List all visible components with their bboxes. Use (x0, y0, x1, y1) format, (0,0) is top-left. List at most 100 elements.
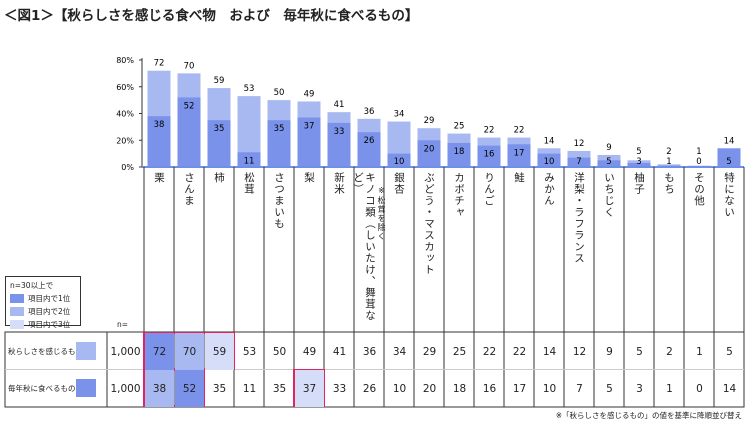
data-label-series2: 33 (334, 127, 345, 137)
table-cell: 33 (332, 382, 347, 395)
data-label-series2: 0 (696, 157, 701, 167)
category-label: 特にない (714, 172, 744, 218)
bar-series2 (417, 140, 441, 167)
category-text: 特にない (723, 172, 735, 218)
bar-series2 (357, 132, 381, 167)
legend-label: 項目内で1位 (28, 294, 71, 303)
legend-item-rank1: 項目内で1位 (10, 293, 76, 304)
legend-title: n=30以上で (10, 281, 54, 290)
category-label: 梨 (294, 172, 324, 184)
table-cell: 35 (272, 382, 287, 395)
row-label-series1: 秋らしさを感じるもの (8, 347, 83, 356)
table-cell: 49 (302, 345, 317, 358)
legend-swatch (10, 294, 24, 303)
table-cell: 9 (606, 345, 613, 358)
category-label: 鮭 (504, 172, 534, 184)
legend-label: 項目内で3位 (28, 320, 71, 329)
data-label-series2: 1 (666, 157, 671, 167)
table-cell: 3 (636, 382, 643, 395)
category-text: さんま (183, 172, 195, 207)
table-cell: 14 (722, 382, 737, 395)
table-cell: 29 (422, 345, 437, 358)
data-label-series1: 12 (574, 139, 585, 149)
table-cell: 1 (696, 345, 703, 358)
category-text: 柚子 (633, 172, 645, 195)
data-label-series2: 26 (364, 136, 375, 146)
data-label-series2: 14 (724, 136, 735, 146)
data-label-series2: 20 (424, 144, 435, 154)
data-label-series1: 1 (696, 147, 701, 157)
table-cell: 50 (272, 345, 287, 358)
category-text: 鮭 (513, 172, 525, 184)
data-label-series2: 3 (636, 157, 641, 167)
legend-item-rank3: 項目内で3位 (10, 319, 76, 330)
category-text: カボチャ (453, 172, 465, 218)
table-cell: 53 (242, 345, 257, 358)
category-text: りんご (483, 172, 495, 207)
data-label-series2: 18 (454, 147, 465, 157)
table-cell: 1 (666, 382, 673, 395)
n-value: 1,000 (110, 345, 141, 358)
data-label-series1: 22 (514, 126, 525, 136)
data-label-series2: 35 (214, 124, 225, 134)
category-label: いちじく (594, 172, 624, 218)
table-cell: 10 (542, 382, 557, 395)
category-text: 洋梨・ラフランス (573, 172, 585, 264)
category-label: みかん (534, 172, 564, 207)
data-label-series1: 36 (364, 107, 375, 117)
category-text: みかん (543, 172, 555, 207)
category-text: さつまいも (273, 172, 285, 230)
bar-series2 (717, 148, 741, 167)
series2-swatch (76, 379, 96, 397)
table-cell: 2 (666, 345, 673, 358)
legend-label: 項目内で2位 (28, 307, 71, 316)
bar-series2 (597, 160, 621, 167)
data-label-series1: 70 (184, 61, 195, 71)
table-cell: 34 (392, 345, 407, 358)
category-note: ※松茸を除く (377, 186, 386, 241)
category-text: 栗 (153, 172, 165, 184)
legend-swatch (10, 307, 24, 316)
data-label-series1: 22 (484, 126, 495, 136)
table-cell: 41 (332, 345, 347, 358)
data-label-series1: 34 (394, 110, 405, 120)
table-cell: 17 (512, 382, 527, 395)
category-text: いちじく (603, 172, 615, 218)
bar-series2 (567, 157, 591, 167)
category-text: ぶどう・マスカット (423, 172, 435, 276)
table-cell: 5 (726, 345, 733, 358)
data-label-series1: 5 (636, 147, 641, 157)
category-text: 柿 (213, 172, 225, 184)
data-label-series1: 50 (274, 88, 285, 98)
category-label: その他 (684, 172, 714, 207)
data-label-series1: 9 (606, 143, 611, 153)
category-label: さんま (174, 172, 204, 207)
table-cell: 7 (576, 382, 583, 395)
data-label-series1: 25 (454, 122, 465, 132)
data-label-series2: 10 (394, 157, 405, 167)
category-label: 新米 (324, 172, 354, 195)
data-label-series1: 5 (726, 157, 731, 167)
legend-item-rank2: 項目内で2位 (10, 306, 76, 317)
data-label-series2: 17 (514, 148, 525, 158)
bar-series2 (147, 116, 171, 167)
n-header: n= (117, 320, 129, 329)
table-cell: 36 (362, 345, 377, 358)
category-text: 松茸 (243, 172, 255, 195)
data-label-series1: 14 (544, 136, 555, 146)
footnote: ※「秋らしさを感じるもの」の値を基準に降順並び替え (555, 411, 742, 420)
data-label-series2: 10 (544, 157, 555, 167)
category-text: キノコ類（しいたけ、舞茸など） (352, 172, 376, 322)
table-cell: 72 (145, 333, 174, 370)
table-cell: 0 (696, 382, 703, 395)
legend-swatch (10, 320, 24, 329)
category-label: カボチャ (444, 172, 474, 218)
bar-series2 (297, 117, 321, 167)
data-label-series2: 38 (154, 120, 165, 130)
category-label: 松茸 (234, 172, 264, 195)
table-cell: 12 (572, 345, 587, 358)
category-label: 洋梨・ラフランス (564, 172, 594, 264)
data-label-series2: 11 (244, 156, 255, 166)
y-tick-label: 80% (116, 56, 134, 65)
